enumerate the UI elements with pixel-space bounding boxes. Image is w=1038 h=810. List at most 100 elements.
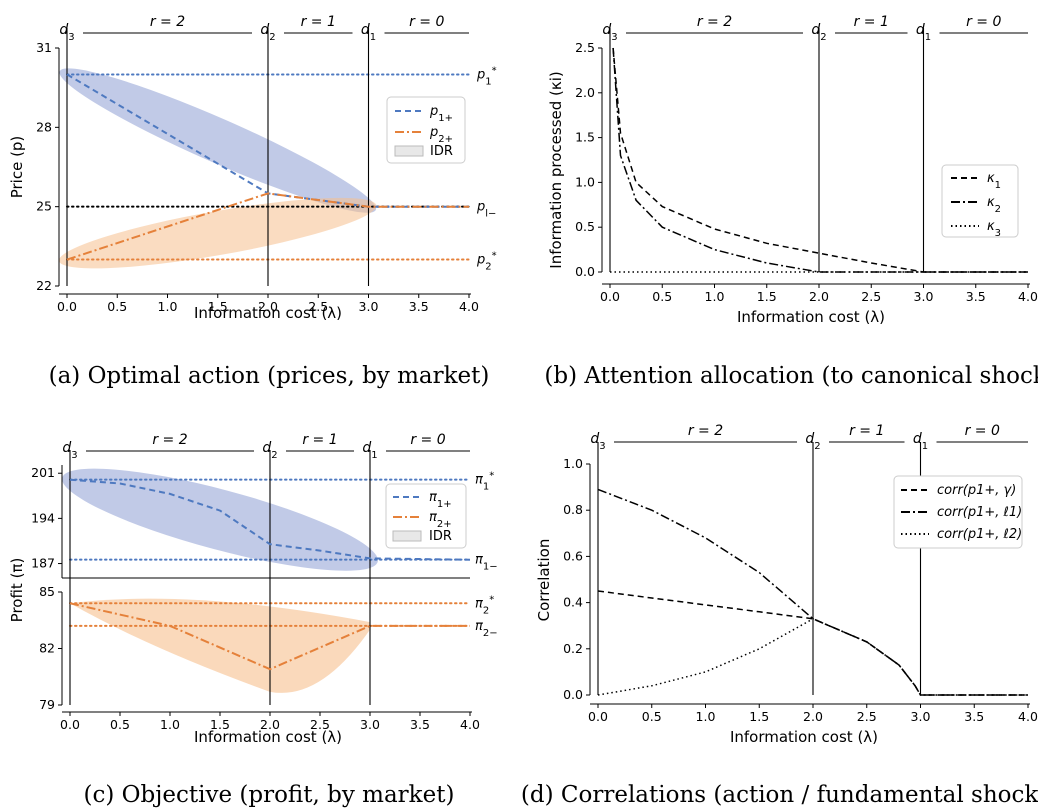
caption-c: (c) Objective (profit, by market) (84, 782, 455, 808)
a-x-tick-label: 2.5 (308, 299, 328, 314)
c-series-line (69, 602, 470, 671)
d-legend-label: corr(p1+, ℓ1) (937, 505, 1022, 520)
a-x-tick-label: 0.5 (107, 299, 127, 314)
b-x-tick-label: 3.5 (966, 289, 986, 304)
c-ref-label: π2− (475, 619, 498, 639)
a-ref-label: pl− (476, 200, 496, 220)
b-x-tick-label: 0.0 (600, 289, 620, 304)
c-x-tick-label: 4.0 (460, 717, 480, 732)
b-y-tick-label: 0.5 (575, 219, 595, 234)
d-ylabel: Correlation (535, 539, 553, 622)
b-legend-label: κ3 (987, 219, 1001, 239)
a-idr-band-p2 (59, 197, 377, 269)
b-region-label: r = 2 (697, 14, 732, 30)
a-region-label: r = 0 (409, 14, 444, 30)
b-series-line (612, 47, 1028, 273)
c-legend-label: π1+ (429, 490, 452, 510)
a-x-tick-label: 4.0 (459, 299, 479, 314)
c-lower-y-tick-label: 82 (39, 641, 55, 656)
c-ylabel: Profit (π) (8, 558, 26, 623)
c-x-tick-label: 2.0 (260, 717, 280, 732)
c-ref-label: π1− (475, 553, 498, 573)
a-region-label: r = 1 (301, 14, 336, 30)
c-region-label: r = 1 (302, 432, 337, 448)
b-x-tick-label: 2.0 (809, 289, 829, 304)
a-x-tick-label: 3.5 (409, 299, 429, 314)
d-x-tick-label: 2.0 (803, 709, 823, 724)
a-y-tick-label: 31 (36, 40, 52, 55)
c-idr-band-pi1 (62, 468, 378, 571)
c-x-tick-label: 3.5 (410, 717, 430, 732)
c-legend-label: IDR (429, 529, 452, 544)
plots: 0.0 0.5 1.0 1.5 2.0 2.5 3.0 3.5 4.0 22 25 28 31 d3 d2 d… (8, 14, 1038, 746)
a-x-tick-label: 1.5 (208, 299, 228, 314)
a-legend-label: p1+ (429, 104, 453, 124)
c-x-tick-label: 0.5 (110, 717, 130, 732)
b-d3-label: d3 (602, 22, 617, 43)
d-x-tick-label: 0.5 (642, 709, 662, 724)
c-idr-band-pi2 (70, 598, 370, 693)
a-ref-label: p2* (476, 250, 497, 272)
b-d1-label: d1 (916, 22, 931, 43)
b-x-tick-label: 2.5 (861, 289, 881, 304)
c-upper-y-tick-label: 201 (31, 465, 55, 480)
c-d2-label: d2 (262, 440, 277, 461)
b-legend-box (941, 164, 1019, 238)
d-y-tick-label: 0.4 (563, 595, 583, 610)
d-y-tick-label: 0.2 (563, 641, 583, 656)
d-d3-label: d3 (590, 431, 605, 452)
c-upper-y-tick-label: 187 (31, 556, 55, 571)
d-x-tick-label: 2.5 (857, 709, 877, 724)
d-legend-box (893, 475, 1023, 549)
b-series-line (612, 47, 1028, 273)
b-d2-label: d2 (811, 22, 826, 43)
c-legend-label: π2+ (429, 510, 452, 530)
a-idr-band-p1 (59, 68, 377, 213)
a-legend-label: p2+ (429, 125, 453, 145)
caption-b: (b) Attention allocation (to canonical s… (544, 363, 1038, 389)
a-d2-label: d2 (260, 22, 275, 43)
b-legend-label: κ1 (987, 171, 1001, 191)
a-legend-label: IDR (430, 144, 453, 159)
a-x-tick-label: 0.0 (57, 299, 77, 314)
b-x-tick-label: 1.5 (757, 289, 777, 304)
d-d2-label: d2 (805, 431, 820, 452)
d-x-tick-label: 4.0 (1018, 709, 1038, 724)
b-xlabel: Information cost (λ) (737, 308, 885, 326)
b-x-tick-label: 0.5 (652, 289, 672, 304)
d-y-tick-label: 0.8 (563, 502, 583, 517)
a-region-label: r = 2 (150, 14, 185, 30)
d-series-line (597, 617, 1028, 696)
a-d3-label: d3 (59, 22, 74, 43)
c-series-line (69, 478, 471, 561)
c-region-label: r = 2 (152, 432, 187, 448)
a-d1-label: d1 (361, 22, 376, 43)
b-y-tick-label: 1.0 (575, 174, 595, 189)
c-region-label: r = 0 (410, 432, 445, 448)
b-ylabel: Information processed (κi) (547, 71, 565, 268)
c-x-tick-label: 1.5 (210, 717, 230, 732)
c-lower-y-tick-label: 85 (39, 584, 55, 599)
a-ref-label: p1* (476, 65, 497, 87)
d-d1-label: d1 (913, 431, 928, 452)
c-d1-label: d1 (362, 440, 377, 461)
b-y-tick-label: 2.5 (575, 40, 595, 55)
c-x-tick-label: 1.0 (160, 717, 180, 732)
d-xlabel: Information cost (λ) (730, 728, 878, 746)
a-legend-swatch (394, 145, 424, 157)
d-region-label: r = 1 (849, 423, 884, 439)
b-region-label: r = 0 (966, 14, 1001, 30)
c-upper-y-tick-label: 194 (31, 510, 55, 525)
c-x-tick-label: 0.0 (60, 717, 80, 732)
c-ref-label: π2* (475, 594, 494, 616)
d-x-tick-label: 1.5 (749, 709, 769, 724)
b-x-tick-label: 3.0 (914, 289, 934, 304)
d-legend-label: corr(p1+, ℓ2) (937, 527, 1022, 542)
d-series-line (597, 488, 1028, 696)
d-y-tick-label: 0.0 (563, 687, 583, 702)
b-y-tick-label: 0.0 (575, 264, 595, 279)
a-series-line (66, 192, 469, 261)
a-ylabel: Price (p) (8, 136, 26, 199)
c-lower-y-tick-label: 79 (39, 697, 55, 712)
